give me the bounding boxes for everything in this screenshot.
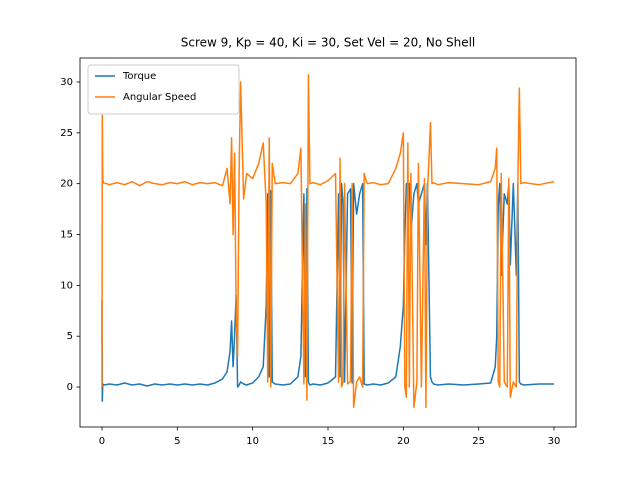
legend-label: Torque	[122, 71, 156, 82]
x-tick-label: 25	[472, 436, 485, 447]
data-line	[101, 182, 555, 403]
x-tick-label: 20	[397, 436, 410, 447]
x-tick-label: 10	[246, 436, 259, 447]
legend-box	[87, 64, 240, 115]
y-tick-label: 0	[67, 382, 73, 393]
chart-title: Screw 9, Kp = 40, Ki = 30, Set Vel = 20,…	[181, 36, 476, 50]
y-tick-label: 15	[60, 230, 73, 241]
y-tick-label: 25	[60, 128, 73, 139]
data-line	[101, 74, 555, 409]
x-tick-label: 5	[174, 436, 180, 447]
y-tick-label: 10	[60, 280, 73, 291]
y-tick-label: 20	[60, 179, 73, 190]
x-tick-label: 0	[99, 436, 105, 447]
y-tick-label: 30	[60, 77, 73, 88]
legend-label: Angular Speed	[123, 92, 196, 103]
y-tick-label: 5	[67, 331, 73, 342]
x-tick-label: 30	[548, 436, 561, 447]
plot-frame	[79, 57, 577, 428]
x-tick-label: 15	[322, 436, 335, 447]
